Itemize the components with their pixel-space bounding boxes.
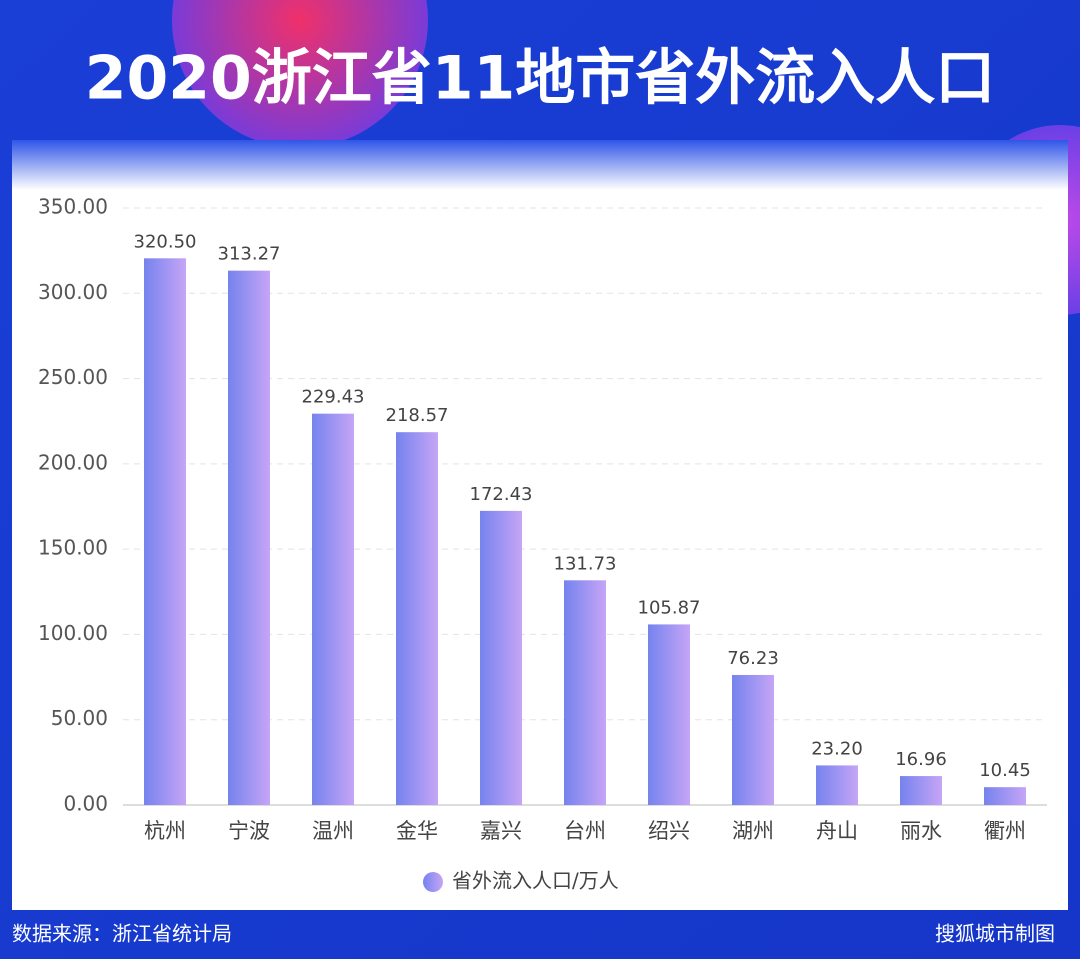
value-label: 10.45 xyxy=(979,760,1031,781)
value-label: 105.87 xyxy=(638,597,701,618)
y-tick-label: 100.00 xyxy=(38,621,108,645)
y-tick-label: 300.00 xyxy=(38,280,108,304)
bar xyxy=(480,510,522,805)
value-label: 76.23 xyxy=(727,648,779,669)
x-tick-label: 金华 xyxy=(396,819,438,843)
y-tick-label: 150.00 xyxy=(38,536,108,560)
y-tick-label: 50.00 xyxy=(51,706,108,730)
bar xyxy=(228,270,270,805)
panel xyxy=(12,140,1068,910)
x-tick-label: 嘉兴 xyxy=(480,819,522,843)
value-label: 320.50 xyxy=(134,231,197,252)
value-label: 229.43 xyxy=(302,387,365,408)
source: 数据来源：浙江省统计局 xyxy=(12,922,232,946)
x-tick-label: 湖州 xyxy=(732,819,774,843)
value-label: 131.73 xyxy=(554,553,617,574)
x-tick-label: 衢州 xyxy=(984,819,1026,843)
bar xyxy=(648,624,690,805)
x-tick-label: 杭州 xyxy=(144,819,186,843)
bar xyxy=(732,674,774,805)
y-tick-label: 250.00 xyxy=(38,365,108,389)
value-label: 218.57 xyxy=(386,405,449,426)
x-tick-label: 舟山 xyxy=(816,819,858,843)
legend-label: 省外流入人口/万人 xyxy=(452,869,619,893)
value-label: 16.96 xyxy=(895,749,947,770)
x-tick-label: 温州 xyxy=(312,819,354,843)
x-tick-label: 丽水 xyxy=(900,819,942,843)
bar xyxy=(396,432,438,805)
bar xyxy=(144,258,186,805)
value-label: 172.43 xyxy=(470,484,533,505)
y-tick-label: 200.00 xyxy=(38,450,108,474)
value-label: 313.27 xyxy=(218,244,281,265)
value-label: 23.20 xyxy=(811,738,863,759)
bar xyxy=(984,787,1026,805)
bar xyxy=(816,765,858,805)
credit: 搜狐城市制图 xyxy=(935,922,1055,946)
y-tick-label: 350.00 xyxy=(38,195,108,219)
panel-fade xyxy=(12,140,1068,190)
x-tick-label: 台州 xyxy=(564,819,606,843)
chart-title: 2020浙江省11地市省外流入人口 xyxy=(85,44,996,114)
y-tick-label: 0.00 xyxy=(63,792,108,816)
bar xyxy=(564,580,606,805)
bar xyxy=(312,413,354,805)
legend-marker xyxy=(423,872,443,892)
decoration xyxy=(172,0,428,148)
x-tick-label: 宁波 xyxy=(228,819,270,843)
x-tick-label: 绍兴 xyxy=(648,819,690,843)
bar xyxy=(900,776,942,805)
